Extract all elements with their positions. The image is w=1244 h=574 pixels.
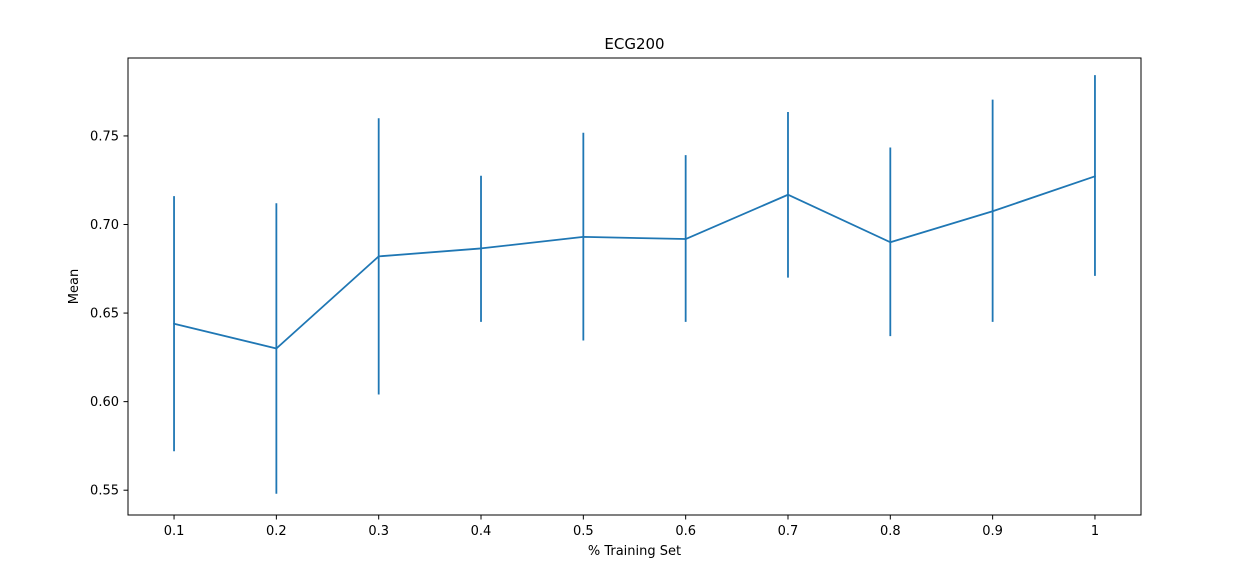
plot-area (173, 75, 1096, 494)
series-line (173, 175, 1096, 350)
data-point (377, 255, 380, 258)
data-point (173, 322, 175, 325)
data-point (275, 347, 278, 350)
x-tick-label: 1 (1091, 524, 1099, 539)
chart-title: ECG200 (604, 35, 664, 53)
x-tick-label: 0.1 (164, 524, 185, 539)
data-point (991, 210, 994, 213)
y-tick-label: 0.60 (90, 395, 119, 410)
y-tick-label: 0.70 (90, 218, 119, 233)
x-tick-label: 0.6 (675, 524, 696, 539)
x-tick-label: 0.3 (368, 524, 389, 539)
y-axis: 0.55 0.60 0.65 0.70 0.75 (90, 129, 128, 499)
x-tick-label: 0.7 (778, 524, 799, 539)
data-point (1094, 175, 1096, 178)
plot-frame (127, 57, 1142, 516)
x-axis: 0.1 0.2 0.3 0.4 0.5 0.6 0.7 0.8 0.9 1 (164, 515, 1099, 539)
y-tick-label: 0.55 (90, 484, 119, 499)
data-point (480, 247, 482, 250)
x-tick-label: 0.8 (880, 524, 901, 539)
y-tick-label: 0.65 (90, 307, 119, 322)
data-point (889, 241, 892, 244)
y-axis-label: Mean (67, 269, 82, 304)
y-tick-label: 0.75 (90, 129, 119, 144)
data-point (582, 236, 585, 238)
x-tick-label: 0.5 (573, 524, 594, 539)
x-tick-label: 0.4 (471, 524, 492, 539)
x-tick-label: 0.9 (982, 524, 1003, 539)
x-tick-label: 0.2 (266, 524, 287, 539)
x-axis-label: % Training Set (588, 544, 681, 559)
data-point (787, 193, 789, 196)
data-point (684, 238, 687, 240)
